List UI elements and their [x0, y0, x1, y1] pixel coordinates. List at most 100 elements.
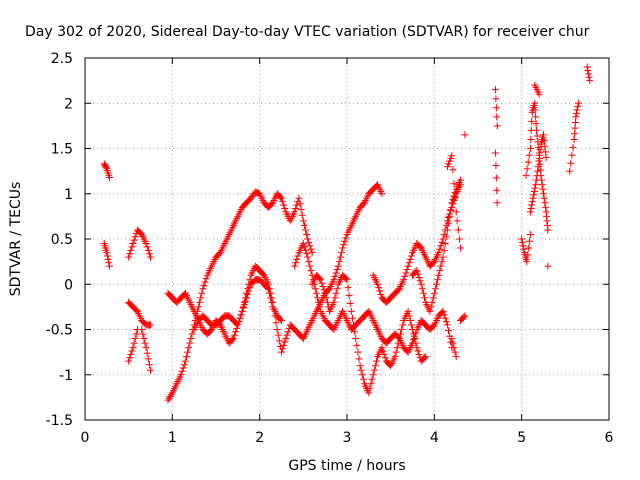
- data-point: [413, 344, 421, 352]
- data-point: [293, 255, 301, 263]
- data-point: [297, 206, 305, 214]
- y-tick-label: 2: [64, 96, 73, 112]
- data-point: [139, 330, 147, 338]
- data-point: [428, 298, 436, 306]
- data-point: [302, 226, 310, 234]
- data-point: [130, 236, 138, 244]
- data-point: [437, 242, 445, 250]
- data-point: [447, 206, 455, 214]
- data-point: [520, 245, 528, 253]
- data-point: [584, 70, 592, 78]
- data-point: [414, 347, 422, 355]
- x-axis-label: GPS time / hours: [288, 458, 405, 474]
- data-point: [451, 194, 459, 202]
- data-point: [527, 204, 535, 212]
- data-point: [375, 284, 383, 292]
- data-point: [574, 99, 582, 107]
- data-point: [540, 194, 548, 202]
- data-point: [451, 348, 459, 356]
- data-point: [291, 262, 299, 270]
- data-point: [304, 253, 312, 261]
- data-point: [181, 357, 189, 365]
- data-point: [198, 289, 206, 297]
- data-point: [104, 255, 112, 263]
- data-point: [532, 176, 540, 184]
- y-tick-label: -1: [59, 368, 73, 384]
- data-point: [318, 279, 326, 287]
- data-point: [280, 201, 288, 209]
- data-point: [316, 303, 324, 311]
- data-point: [308, 249, 316, 257]
- data-point: [263, 284, 271, 292]
- data-point: [421, 294, 429, 302]
- data-point: [140, 335, 148, 343]
- data-point: [164, 396, 172, 404]
- data-point: [284, 328, 292, 336]
- data-point: [296, 200, 304, 208]
- data-point: [539, 185, 547, 193]
- data-point: [391, 353, 399, 361]
- data-point: [583, 63, 591, 71]
- data-point: [314, 294, 322, 302]
- data-point: [303, 230, 311, 238]
- data-point: [330, 276, 338, 284]
- data-point: [419, 289, 427, 297]
- data-point: [147, 253, 154, 261]
- data-point: [544, 226, 552, 234]
- data-point: [143, 243, 151, 251]
- data-point: [433, 280, 441, 288]
- data-point: [493, 199, 501, 207]
- data-point: [348, 314, 356, 322]
- data-point: [526, 237, 534, 245]
- data-point: [278, 316, 285, 324]
- data-point: [126, 354, 134, 362]
- data-point: [407, 252, 415, 260]
- data-point: [244, 290, 252, 298]
- data-point: [316, 275, 324, 283]
- data-point: [147, 366, 154, 374]
- data-point: [165, 394, 173, 402]
- data-point: [427, 303, 435, 311]
- data-point: [519, 242, 527, 250]
- data-point: [541, 142, 549, 150]
- data-point: [440, 311, 448, 319]
- data-point: [240, 301, 248, 309]
- data-point: [180, 361, 188, 369]
- data-point: [336, 253, 344, 261]
- data-point: [372, 357, 380, 365]
- data-point: [105, 262, 113, 270]
- data-point: [357, 366, 365, 374]
- data-point: [319, 283, 327, 291]
- data-point: [440, 246, 448, 254]
- data-point: [407, 321, 415, 329]
- data-point: [573, 106, 581, 114]
- data-point: [354, 348, 362, 356]
- data-point: [586, 77, 594, 85]
- data-point: [342, 275, 350, 283]
- x-tick-label: 5: [517, 430, 526, 446]
- data-point: [246, 284, 254, 292]
- data-point: [331, 294, 339, 302]
- data-point: [435, 249, 443, 257]
- data-point: [492, 174, 500, 182]
- data-point: [453, 217, 461, 225]
- data-point: [526, 230, 534, 238]
- data-point: [307, 267, 315, 275]
- data-point: [446, 212, 454, 220]
- data-point: [541, 148, 549, 156]
- data-point: [126, 250, 134, 258]
- data-point: [533, 126, 541, 134]
- data-point: [197, 294, 205, 302]
- data-point: [317, 276, 325, 284]
- data-point: [410, 330, 418, 338]
- data-point: [492, 104, 500, 112]
- chart-title: Day 302 of 2020, Sidereal Day-to-day VTE…: [25, 24, 590, 40]
- data-point: [454, 226, 462, 234]
- data-point: [281, 338, 289, 346]
- y-tick-label: 2.5: [51, 51, 73, 67]
- data-point: [179, 364, 187, 372]
- y-tick-label: -0.5: [46, 323, 73, 339]
- data-point: [392, 348, 400, 356]
- data-point: [144, 355, 152, 363]
- data-point: [300, 221, 308, 229]
